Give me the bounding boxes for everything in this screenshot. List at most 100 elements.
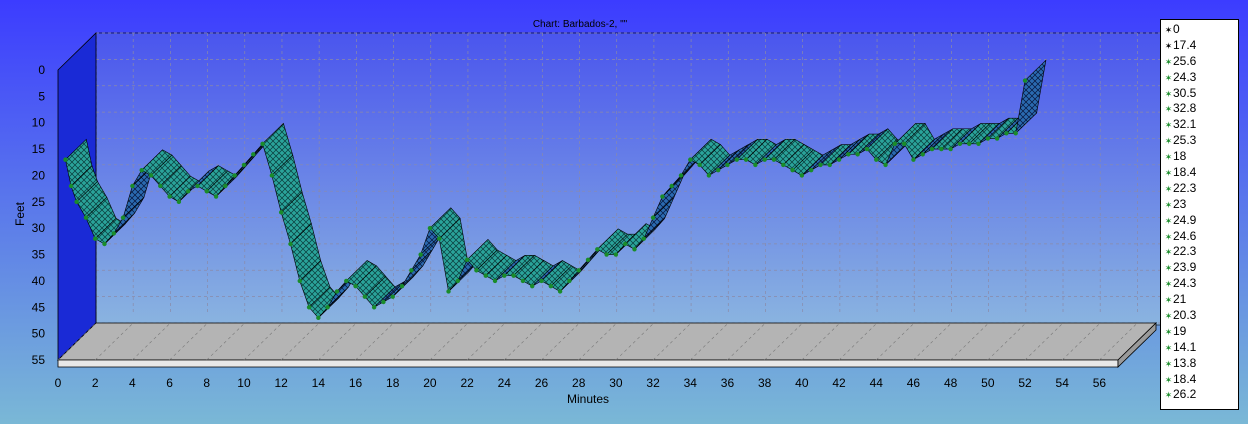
- x-tick-label: 28: [572, 376, 586, 390]
- floor-grid-line: [504, 322, 543, 361]
- floor: [57, 322, 1157, 368]
- data-point: [344, 278, 349, 284]
- plot-area: [95, 32, 1187, 326]
- floor-grid-line: [206, 322, 245, 361]
- data-point: [613, 252, 619, 257]
- legend-marker-icon: ✶: [1164, 374, 1173, 385]
- data-point: [455, 278, 461, 284]
- x-tick-label: 14: [312, 376, 326, 390]
- legend-marker-icon: ✶: [1164, 168, 1173, 179]
- data-point: [492, 278, 498, 284]
- y-tick-label: 50: [32, 327, 46, 341]
- legend-label: 14.1: [1173, 339, 1197, 354]
- legend-label: 25.6: [1173, 53, 1197, 68]
- legend-label: 32.1: [1173, 117, 1197, 132]
- data-point: [502, 273, 507, 278]
- x-tick-label: 44: [870, 376, 884, 390]
- data-point: [678, 173, 684, 178]
- y-tick-label: 25: [32, 195, 46, 209]
- legend-item: ✶26.2: [1161, 387, 1238, 403]
- data-point: [381, 299, 386, 305]
- data-point: [158, 183, 163, 189]
- floor-grid-line: [169, 322, 208, 361]
- data-point: [604, 252, 609, 257]
- legend-label: 32.8: [1173, 101, 1197, 116]
- y-tick-label: 15: [32, 142, 46, 156]
- data-point: [641, 236, 646, 241]
- data-point: [818, 162, 823, 168]
- legend-item: ✶25.6: [1161, 54, 1238, 70]
- legend-label: 24.9: [1173, 212, 1197, 227]
- data-point: [530, 283, 535, 289]
- data-point: [511, 273, 516, 278]
- legend-item: ✶17.4: [1161, 38, 1238, 54]
- legend-marker-icon: ✶: [1164, 56, 1173, 67]
- x-axis-ticks: 0 2 4 6 8 10 12 14 16 18 20 22 24 26 28 30 32 34 36 38 40 42 4…: [55, 376, 1107, 390]
- y-tick-label: 10: [32, 116, 46, 130]
- legend-marker-icon: ✶: [1164, 104, 1173, 115]
- data-point: [855, 152, 860, 157]
- data-point: [548, 283, 554, 289]
- legend-marker-icon: ✶: [1164, 358, 1173, 369]
- x-tick-label: 24: [498, 376, 512, 390]
- data-point: [176, 199, 182, 205]
- floor-grid-line: [466, 322, 506, 361]
- data-point: [539, 278, 544, 284]
- legend-marker-icon: ✶: [1164, 40, 1173, 51]
- legend-label: 24.3: [1173, 69, 1197, 84]
- y-tick-label: 35: [32, 248, 46, 262]
- floor-grid-line: [94, 322, 134, 361]
- x-tick-label: 2: [92, 376, 99, 390]
- legend-item: ✶24.9: [1161, 213, 1238, 229]
- floor-grid-line: [1062, 322, 1101, 361]
- data-point: [827, 162, 832, 168]
- data-point: [148, 173, 154, 178]
- x-tick-label: 46: [907, 376, 921, 390]
- legend-marker-icon: ✶: [1164, 152, 1173, 163]
- x-tick-label: 22: [460, 376, 474, 390]
- legend-label: 18.4: [1173, 165, 1197, 180]
- data-point: [994, 136, 1000, 141]
- data-point: [911, 157, 916, 162]
- data-point: [83, 215, 89, 220]
- legend-label: 24.6: [1173, 228, 1197, 243]
- x-tick-label: 54: [1056, 376, 1070, 390]
- y-tick-label: 40: [32, 274, 46, 288]
- data-point: [948, 146, 953, 152]
- data-point: [799, 173, 805, 178]
- data-point: [557, 289, 563, 294]
- data-point: [771, 157, 777, 162]
- data-point: [650, 215, 656, 220]
- legend-marker-icon: ✶: [1164, 215, 1173, 226]
- data-point: [920, 152, 925, 157]
- data-point: [595, 247, 600, 252]
- data-point: [232, 173, 237, 178]
- floor-grid-line: [876, 322, 915, 361]
- data-point: [74, 199, 79, 205]
- data-point: [967, 141, 972, 147]
- x-tick-label: 4: [129, 376, 136, 390]
- data-point: [111, 231, 116, 236]
- legend-label: 26.2: [1173, 387, 1197, 402]
- data-markers: [63, 78, 1028, 321]
- data-point: [697, 162, 702, 168]
- x-tick-label: 0: [55, 376, 62, 390]
- legend-label: 23.9: [1173, 260, 1197, 275]
- data-point: [762, 157, 767, 162]
- floor-grid-line: [950, 322, 989, 361]
- x-tick-label: 42: [832, 376, 846, 390]
- x-tick-label: 36: [721, 376, 735, 390]
- legend-marker-icon: ✶: [1164, 342, 1173, 353]
- legend-marker-icon: ✶: [1164, 326, 1173, 337]
- legend-item: ✶18.4: [1161, 372, 1238, 388]
- legend-item: ✶22.3: [1161, 181, 1238, 197]
- floor-grid-line: [355, 322, 394, 361]
- floor-grid-line: [764, 322, 803, 361]
- data-point: [725, 162, 730, 168]
- data-point: [483, 273, 488, 278]
- data-point: [939, 146, 944, 152]
- data-point: [901, 141, 907, 147]
- data-point: [864, 146, 870, 152]
